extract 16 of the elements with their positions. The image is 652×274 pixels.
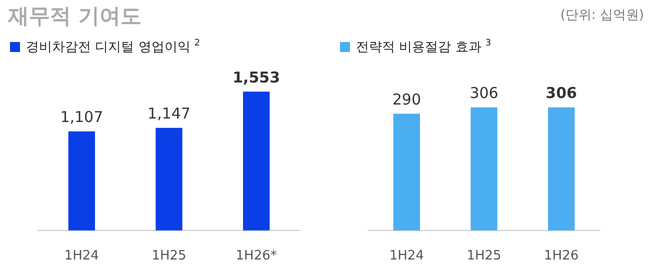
data-label: 290 xyxy=(392,90,421,108)
data-label: 1,553 xyxy=(232,68,280,86)
text: (단위: 십억원) xyxy=(560,7,644,24)
data-label: 306 xyxy=(546,84,577,102)
data-label: 306 xyxy=(470,84,498,102)
legend-label: 경비차감전 디지털 영업이익 $^{2}$ xyxy=(26,38,200,56)
chart-title: 재무적 기여도 xyxy=(8,3,142,30)
x-tick-label: 1H24 xyxy=(64,248,99,264)
x-tick-label: 1H26* xyxy=(236,248,278,264)
legend-label: 전략적 비용절감 효과 $^{3}$ xyxy=(356,38,492,56)
data-label: 1,107 xyxy=(60,108,104,126)
x-tick-label: 1H26 xyxy=(544,248,579,264)
x-tick-label: 1H24 xyxy=(389,248,424,264)
x-tick-label: 1H25 xyxy=(466,248,502,264)
data-label: 1,147 xyxy=(148,104,190,123)
x-tick-label: 1H25 xyxy=(152,248,186,264)
